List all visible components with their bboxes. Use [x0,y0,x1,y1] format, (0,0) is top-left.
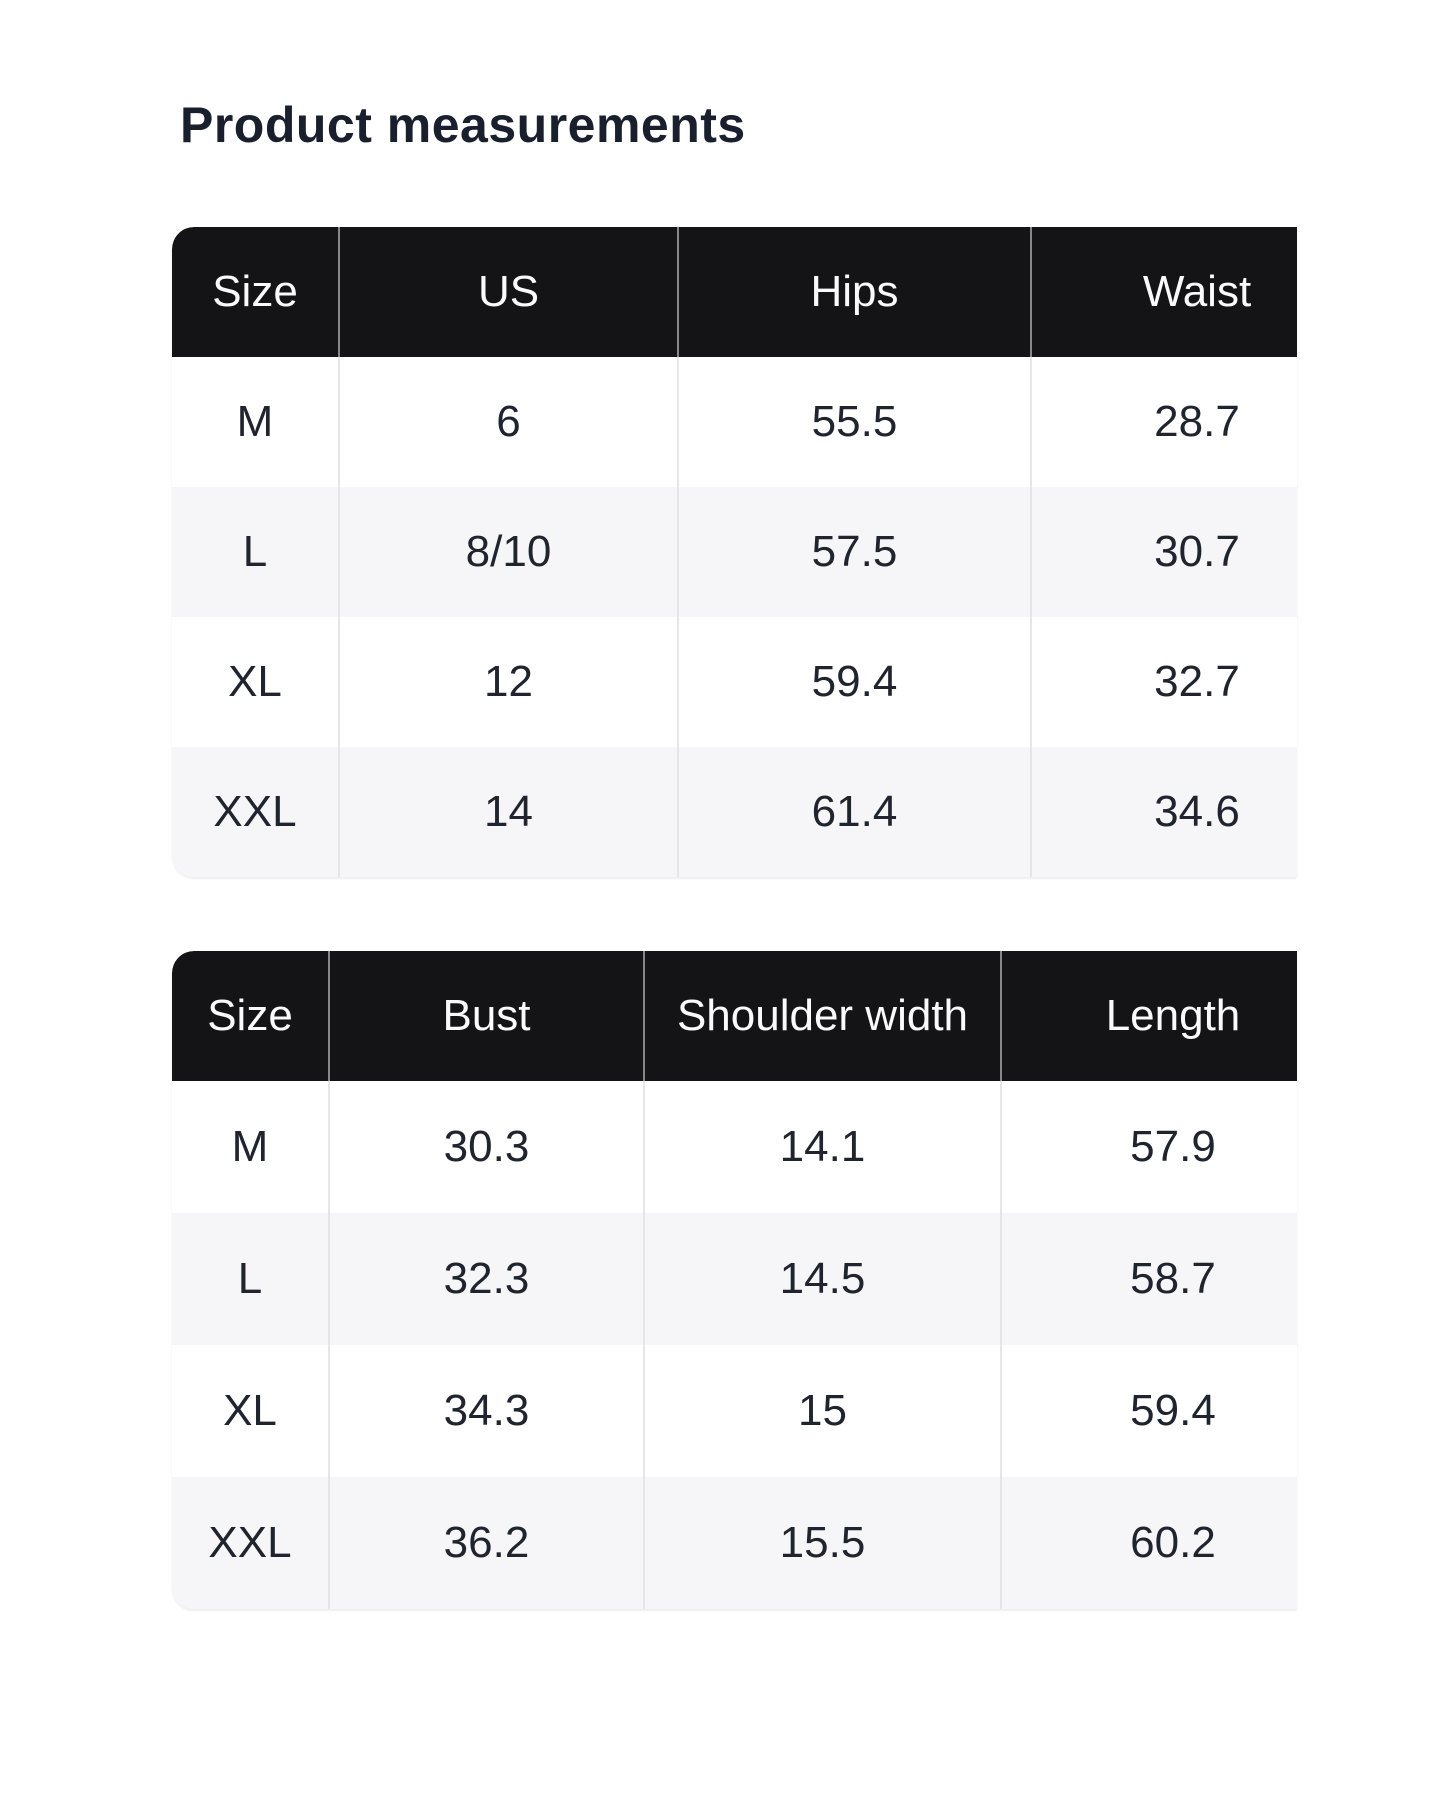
cell-size: L [172,1213,330,1345]
cell-size: L [172,487,340,617]
size-table-1: Size US Hips Waist M 6 55.5 28.7 L 8/10 … [172,227,1297,877]
cell-size: XXL [172,1477,330,1609]
table-row: XL 12 59.4 32.7 [172,617,1297,747]
cell-hips: 55.5 [679,357,1032,487]
table-header-row: Size US Hips Waist [172,227,1297,357]
cell-length: 57.9 [1002,1081,1297,1213]
cell-us: 14 [340,747,679,877]
cell-size: XL [172,617,340,747]
cell-size: XXL [172,747,340,877]
table-header-row: Size Bust Shoulder width Length [172,951,1297,1081]
cell-us: 12 [340,617,679,747]
size-table-2: Size Bust Shoulder width Length M 30.3 1… [172,951,1297,1609]
column-header-shoulder-width: Shoulder width [645,951,1002,1081]
cell-bust: 30.3 [330,1081,645,1213]
table-row: XL 34.3 15 59.4 [172,1345,1297,1477]
table-row: L 32.3 14.5 58.7 [172,1213,1297,1345]
cell-bust: 36.2 [330,1477,645,1609]
cell-length: 59.4 [1002,1345,1297,1477]
table-row: XXL 14 61.4 34.6 [172,747,1297,877]
column-header-us: US [340,227,679,357]
cell-hips: 59.4 [679,617,1032,747]
cell-shoulder-width: 15.5 [645,1477,1002,1609]
cell-shoulder-width: 14.5 [645,1213,1002,1345]
cell-waist: 34.6 [1032,747,1297,877]
cell-length: 60.2 [1002,1477,1297,1609]
table-row: M 6 55.5 28.7 [172,357,1297,487]
cell-hips: 57.5 [679,487,1032,617]
cell-waist: 32.7 [1032,617,1297,747]
column-header-waist: Waist [1032,227,1297,357]
column-header-hips: Hips [679,227,1032,357]
size-table-1-scroll-area[interactable]: Size US Hips Waist M 6 55.5 28.7 L 8/10 … [172,227,1297,877]
cell-hips: 61.4 [679,747,1032,877]
cell-size: XL [172,1345,330,1477]
table-row: L 8/10 57.5 30.7 [172,487,1297,617]
cell-bust: 32.3 [330,1213,645,1345]
column-header-size: Size [172,951,330,1081]
cell-length: 58.7 [1002,1213,1297,1345]
table-row: M 30.3 14.1 57.9 [172,1081,1297,1213]
column-header-length: Length [1002,951,1297,1081]
cell-waist: 30.7 [1032,487,1297,617]
cell-waist: 28.7 [1032,357,1297,487]
cell-us: 8/10 [340,487,679,617]
cell-size: M [172,1081,330,1213]
cell-bust: 34.3 [330,1345,645,1477]
cell-shoulder-width: 15 [645,1345,1002,1477]
page-title: Product measurements [180,97,746,153]
table-row: XXL 36.2 15.5 60.2 [172,1477,1297,1609]
cell-size: M [172,357,340,487]
column-header-bust: Bust [330,951,645,1081]
cell-shoulder-width: 14.1 [645,1081,1002,1213]
cell-us: 6 [340,357,679,487]
column-header-size: Size [172,227,340,357]
size-table-2-scroll-area[interactable]: Size Bust Shoulder width Length M 30.3 1… [172,951,1297,1609]
